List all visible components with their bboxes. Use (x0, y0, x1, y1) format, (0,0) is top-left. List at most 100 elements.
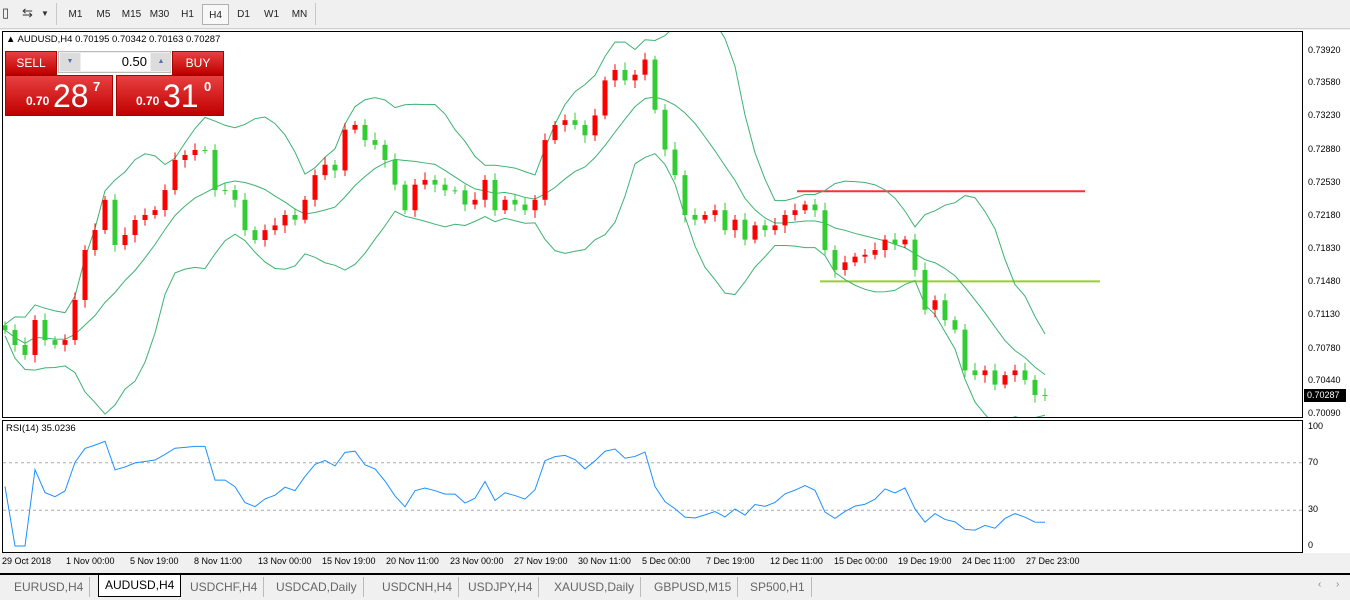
candle-body (882, 239, 888, 251)
candle-body (262, 230, 268, 240)
candle-body (322, 164, 328, 176)
rsi-pane[interactable] (2, 420, 1303, 553)
candle (202, 146, 208, 154)
lot-up-icon[interactable]: ▲ (151, 53, 171, 71)
chart-tab[interactable]: EURUSD,H4 (8, 577, 91, 597)
chart-tab[interactable]: USDCAD,Daily (270, 577, 364, 597)
timeframe-m30[interactable]: M30 (149, 9, 170, 20)
candle-body (772, 225, 778, 231)
timeframe-m1[interactable]: M1 (68, 9, 83, 20)
tab-scroll-right-icon[interactable]: › (1336, 579, 1340, 590)
candle (792, 203, 798, 221)
candle (622, 62, 628, 86)
candle (302, 196, 308, 224)
candle (992, 363, 998, 391)
candle (462, 184, 468, 212)
chart-tab[interactable]: XAUUSD,Daily (548, 577, 642, 597)
timeframe-h1[interactable]: H1 (181, 9, 194, 20)
candle-body (172, 159, 178, 191)
candle-body (242, 199, 248, 231)
timeframe-mn[interactable]: MN (291, 9, 308, 20)
candle (272, 217, 278, 235)
candle (902, 235, 908, 249)
candle-body (132, 219, 138, 235)
candle-body (912, 239, 918, 270)
candle (12, 324, 18, 352)
price-axis-label: 0.72530 (1308, 176, 1341, 187)
candle (822, 202, 828, 255)
candle-body (532, 199, 538, 211)
candle-body (932, 300, 938, 310)
main-pane[interactable] (2, 31, 1303, 418)
candle (692, 208, 698, 226)
candle-body (382, 144, 388, 160)
candle (922, 262, 928, 315)
buy-price[interactable]: 0.70 31 0 (116, 75, 224, 116)
candle (422, 172, 428, 190)
template-icon[interactable]: ▯ (2, 5, 10, 20)
candle-body (942, 300, 948, 321)
candle-body (872, 250, 878, 255)
candle-body (742, 219, 748, 240)
sell-price[interactable]: 0.70 28 7 (5, 75, 113, 116)
line-tools-icon[interactable]: ⇆ (22, 5, 33, 20)
candle (342, 123, 348, 177)
timeframe-w1[interactable]: W1 (264, 9, 279, 20)
candle (522, 196, 528, 215)
candle (752, 221, 758, 244)
candle (3, 321, 8, 334)
price-axis-label: 0.72880 (1308, 143, 1341, 154)
candle (92, 223, 98, 256)
tab-scroll-left-icon[interactable]: ‹ (1318, 579, 1322, 590)
lot-stepper[interactable]: ▼ 0.50 ▲ (58, 51, 171, 73)
candle-body (3, 325, 8, 331)
timeframe-m15[interactable]: M15 (121, 9, 142, 20)
candle (322, 157, 328, 180)
candle-body (502, 199, 508, 211)
price-chart[interactable] (3, 32, 1302, 417)
candle-body (902, 239, 908, 245)
chart-tab[interactable]: USDCNH,H4 (376, 577, 460, 597)
rsi-axis-label: 100 (1308, 421, 1324, 431)
candle-body (892, 239, 898, 245)
buy-button[interactable]: BUY (172, 51, 224, 75)
timeframe-d1[interactable]: D1 (237, 9, 250, 20)
candle-body (252, 230, 258, 240)
candle-body (642, 59, 648, 75)
chart-area[interactable] (0, 30, 1350, 553)
candle (22, 337, 28, 360)
candle-body (1042, 395, 1048, 397)
rsi-axis-label: 30 (1308, 504, 1319, 515)
candle-body (42, 319, 48, 341)
candle-body (952, 320, 958, 330)
chart-tab[interactable]: AUDUSD,H4 (98, 575, 182, 597)
sell-button[interactable]: SELL (5, 51, 57, 75)
candle-body (312, 175, 318, 200)
candle-body (492, 179, 498, 211)
candle (1022, 362, 1028, 385)
timeframe-m5[interactable]: M5 (96, 9, 111, 20)
candle (492, 173, 498, 216)
chart-tab[interactable]: USDJPY,H4 (462, 577, 540, 597)
lot-input[interactable]: 0.50 (81, 53, 150, 71)
lot-down-icon[interactable]: ▼ (60, 53, 80, 71)
candle (52, 336, 58, 349)
dropdown-arrow-icon[interactable]: ▼ (41, 9, 49, 18)
chart-tab[interactable]: USDCHF,H4 (184, 577, 265, 597)
one-click-trading-panel: SELL ▼ 0.50 ▲ BUY 0.70 28 7 0.70 31 0 (5, 51, 224, 116)
rsi-chart[interactable] (3, 421, 1302, 552)
candle-body (762, 225, 768, 231)
chart-tab[interactable]: GBPUSD,M15 (648, 577, 739, 597)
candle-body (82, 250, 88, 300)
chart-tab[interactable]: SP500,H1 (744, 577, 812, 597)
candle-body (552, 124, 558, 141)
timeframe-h4[interactable]: H4 (202, 4, 229, 25)
candle (682, 170, 688, 223)
candle (1002, 371, 1008, 389)
candle-body (542, 140, 548, 200)
candle-body (402, 184, 408, 211)
candle-body (412, 184, 418, 211)
candle (62, 334, 68, 352)
candle-body (482, 179, 488, 200)
candle-body (672, 149, 678, 176)
